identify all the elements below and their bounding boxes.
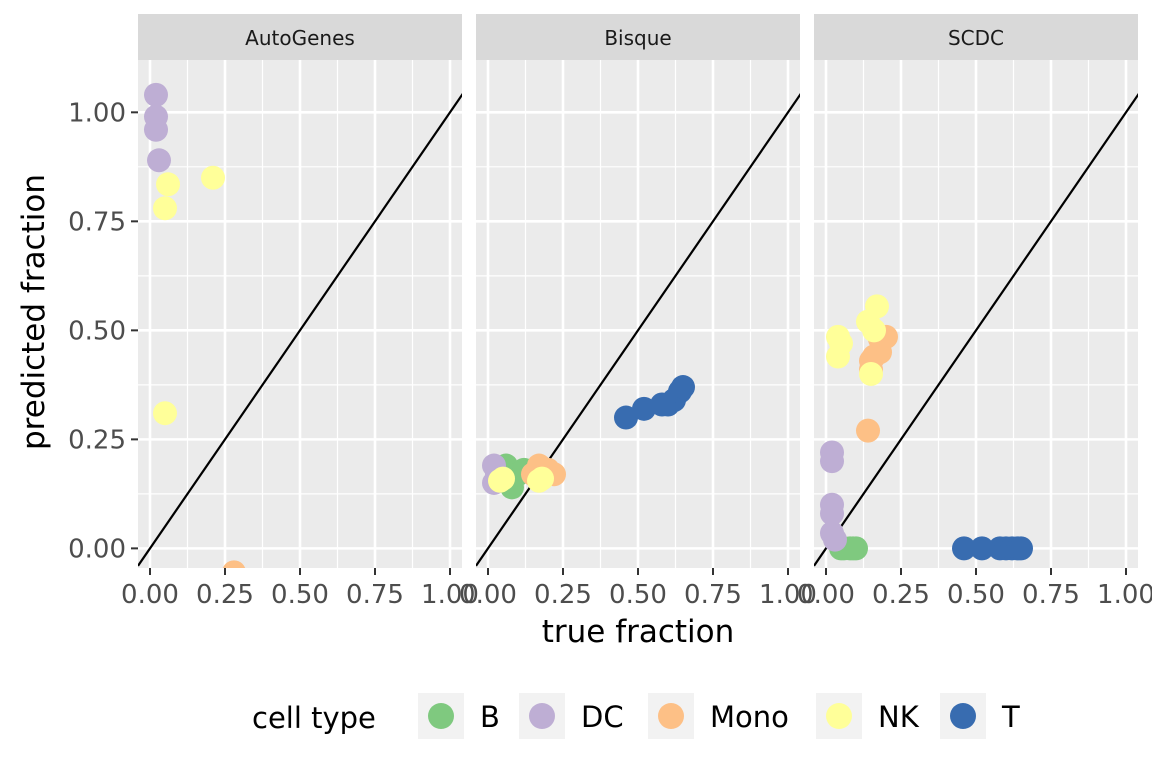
y-axis-title: predicted fraction: [16, 174, 52, 450]
legend: cell type B DC Mono NK T: [252, 693, 1020, 739]
point-nk: [862, 318, 886, 343]
panel-autogenes: AutoGenes 0.00 0.25 0.50 0.75 1.00: [121, 14, 479, 610]
point-t: [614, 405, 638, 430]
legend-label: T: [1001, 700, 1020, 734]
legend-key-swatch: [826, 703, 852, 729]
point-nk: [530, 466, 554, 491]
point-nk: [865, 294, 889, 319]
x-tick-label: 0.25: [196, 580, 254, 610]
x-tick-label: 0.25: [534, 580, 592, 610]
point-nk: [153, 401, 177, 426]
legend-title: cell type: [252, 701, 376, 735]
plot-content: [814, 92, 1138, 567]
x-tick-label: 1.00: [759, 580, 817, 610]
point-dc: [823, 527, 847, 552]
facet-strip-label: AutoGenes: [245, 26, 355, 50]
legend-key-swatch: [658, 703, 684, 729]
plot-content: [476, 92, 800, 567]
panels: AutoGenes 0.00 0.25 0.50 0.75 1.00 Bisque 0.00 0…: [121, 14, 1152, 610]
point-dc: [820, 501, 844, 526]
point-t: [952, 536, 976, 561]
point-mono: [856, 418, 880, 443]
facet-strip: [138, 14, 462, 60]
x-tick-label: 0.00: [797, 580, 855, 610]
legend-key-swatch: [950, 703, 976, 729]
y-axis: 0.00 0.25 0.50 0.75 1.00: [68, 98, 138, 564]
point-nk: [153, 196, 177, 221]
x-tick-label: 1.00: [1097, 580, 1152, 610]
y-tick-label: 0.50: [68, 316, 126, 346]
x-tick-label: 0.50: [271, 580, 329, 610]
y-tick-label: 0.25: [68, 425, 126, 455]
x-tick-label: 0.25: [872, 580, 930, 610]
legend-label: NK: [878, 700, 920, 734]
x-axis-title: true fraction: [542, 614, 735, 650]
x-tick-label: 0.50: [609, 580, 667, 610]
point-nk: [491, 466, 515, 491]
x-tick-label: 0.75: [346, 580, 404, 610]
panel-scdc: SCDC 0.00 0.25 0.50 0.75 1.00: [797, 14, 1152, 610]
point-dc: [144, 82, 168, 107]
identity-line: [138, 92, 462, 567]
facet-strip-label: SCDC: [948, 26, 1004, 50]
x-tick-label: 0.00: [121, 580, 179, 610]
point-t: [970, 536, 994, 561]
y-tick-label: 0.00: [68, 534, 126, 564]
facet-strip: [476, 14, 800, 60]
point-dc: [144, 117, 168, 142]
x-tick-label: 0.50: [947, 580, 1005, 610]
y-tick-label: 1.00: [68, 98, 126, 128]
identity-line: [814, 92, 1138, 567]
point-nk: [829, 331, 853, 356]
legend-item-t: T: [940, 693, 1020, 739]
point-nk: [156, 172, 180, 197]
point-mono: [222, 560, 246, 568]
point-nk: [859, 361, 883, 386]
x-tick-label: 0.75: [684, 580, 742, 610]
legend-label: DC: [581, 700, 624, 734]
x-tick-label: 1.00: [421, 580, 479, 610]
x-tick-label: 0.75: [1022, 580, 1080, 610]
point-b: [844, 536, 868, 561]
legend-item-b: B: [418, 693, 500, 739]
point-dc: [147, 148, 171, 173]
plot-content: [138, 82, 462, 568]
legend-item-nk: NK: [816, 693, 920, 739]
legend-label: Mono: [710, 700, 789, 734]
y-tick-label: 0.75: [68, 207, 126, 237]
facet-strip-label: Bisque: [604, 26, 671, 50]
x-tick-label: 0.00: [459, 580, 517, 610]
point-t: [671, 375, 695, 400]
point-dc: [820, 449, 844, 474]
panel-bisque: Bisque 0.00 0.25 0.50 0.75 1.00: [459, 14, 817, 610]
point-t: [1009, 536, 1033, 561]
point-t: [632, 396, 656, 421]
facet-strip: [814, 14, 1138, 60]
legend-label: B: [480, 700, 500, 734]
legend-key-swatch: [529, 703, 555, 729]
legend-key-swatch: [428, 703, 454, 729]
legend-item-mono: Mono: [648, 693, 789, 739]
legend-item-dc: DC: [519, 693, 624, 739]
point-nk: [201, 165, 225, 190]
